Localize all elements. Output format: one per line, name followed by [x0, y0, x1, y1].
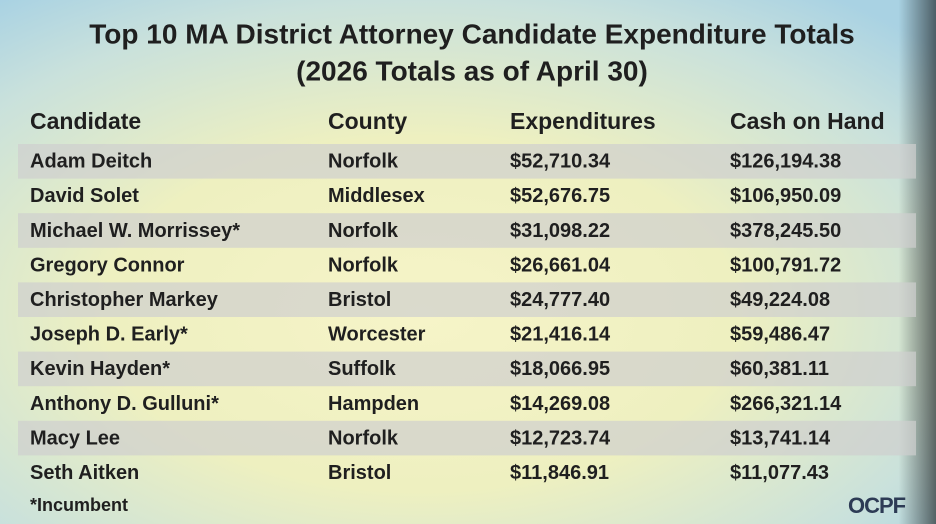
row-band — [18, 213, 916, 248]
footnote: *Incumbent — [30, 495, 128, 515]
table-cell: Joseph D. Early* — [30, 324, 188, 346]
table-cell: Macy Lee — [30, 427, 120, 449]
table-cell: $11,846.91 — [510, 462, 609, 484]
table-cell: Christopher Markey — [30, 289, 219, 311]
header-cell: Expenditures — [510, 108, 656, 134]
table-cell: $13,741.14 — [730, 427, 831, 449]
table-cell: $49,224.08 — [730, 289, 830, 311]
header-cell: Cash on Hand — [730, 108, 885, 134]
table: Candidate County Expenditures Cash on Hand A… — [18, 108, 916, 484]
row-band — [18, 282, 916, 317]
row-band — [18, 420, 916, 456]
table-cell: $106,950.09 — [730, 185, 841, 207]
table-cell: $21,416.14 — [510, 324, 611, 346]
table-cell: Suffolk — [328, 358, 397, 380]
table-cell: $60,381.11 — [730, 358, 829, 380]
header-cell: County — [328, 108, 407, 134]
table-cell: $126,194.38 — [730, 151, 841, 173]
table-cell: $14,269.08 — [510, 393, 610, 415]
table-cell: Gregory Connor — [30, 254, 185, 276]
table-cell: $59,486.47 — [730, 324, 830, 346]
table-cell: $11,077.43 — [730, 462, 829, 484]
table-cell: Seth Aitken — [30, 462, 139, 484]
table-cell: $100,791.72 — [730, 254, 841, 276]
table-cell: Kevin Hayden* — [30, 358, 170, 380]
table-cell: Adam Deitch — [30, 151, 152, 173]
subtitle: (2026 Totals as of April 30) — [296, 55, 648, 86]
table-cell: Worcester — [328, 324, 426, 346]
table-cell: Bristol — [328, 462, 391, 484]
table-cell: $52,676.75 — [510, 185, 610, 207]
table-cell: $18,066.95 — [510, 358, 610, 380]
table-cell: Michael W. Morrissey* — [30, 220, 240, 242]
table-cell: Bristol — [328, 289, 391, 311]
table-cell: $24,777.40 — [510, 289, 610, 311]
table-cell: Norfolk — [328, 427, 399, 449]
row-band — [18, 351, 916, 387]
table-cell: Norfolk — [328, 220, 399, 242]
table-cell: $266,321.14 — [730, 393, 842, 415]
table-cell: $378,245.50 — [730, 220, 841, 242]
table-cell: Norfolk — [328, 151, 399, 173]
table-cell: $12,723.74 — [510, 427, 611, 449]
title: Top 10 MA District Attorney Candidate Ex… — [89, 18, 854, 49]
table-cell: $26,661.04 — [510, 254, 611, 276]
table-cell: Middlesex — [328, 185, 425, 207]
table-cell: $31,098.22 — [510, 220, 610, 242]
table-cell: Hampden — [328, 393, 419, 415]
table-cell: Anthony D. Gulluni* — [30, 393, 219, 415]
table-cell: $52,710.34 — [510, 151, 611, 173]
table-cell: Norfolk — [328, 254, 399, 276]
logo: OCPF — [848, 493, 906, 518]
header-cell: Candidate — [30, 108, 141, 134]
row-band — [18, 144, 916, 179]
table-cell: David Solet — [30, 185, 139, 207]
